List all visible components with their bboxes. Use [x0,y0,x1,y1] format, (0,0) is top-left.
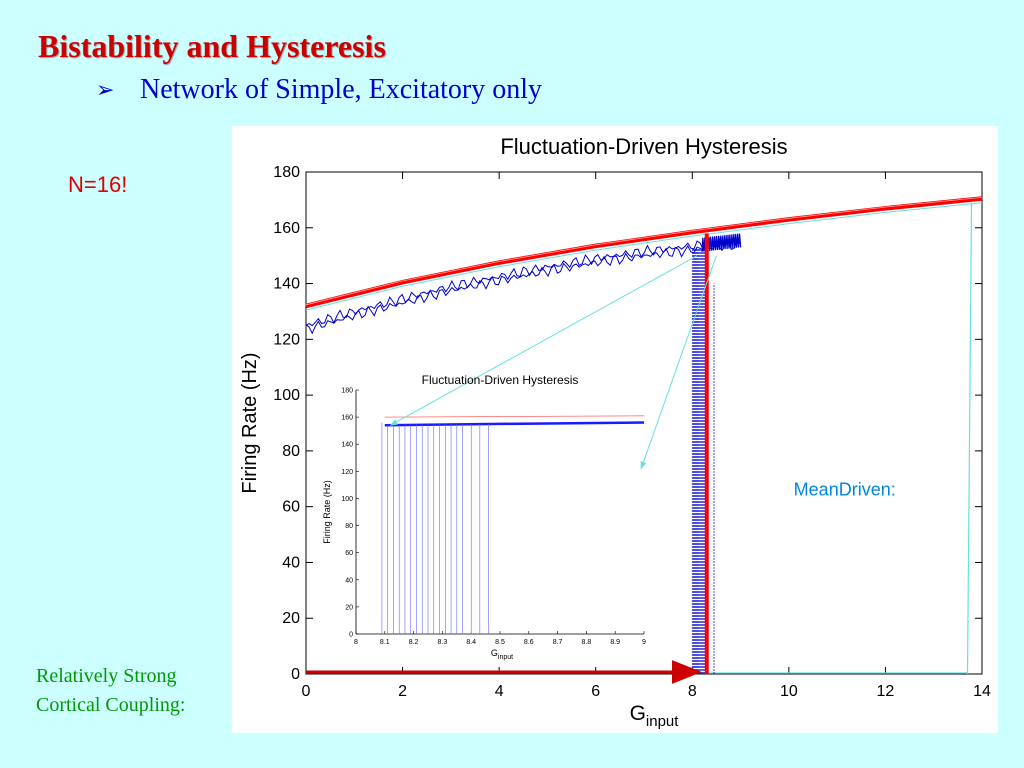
inset-x-tick-label: 8.2 [409,639,419,646]
main-marks [305,196,983,684]
x-axis-label-main: G [630,702,646,725]
inset-upper-branch [384,421,645,427]
y-tick-label: 40 [282,554,300,571]
arrow-bullet-icon: ➢ [96,78,115,103]
cyan-jump-line [966,202,973,675]
mean-driven-highlight [305,197,983,306]
x-tick-label: 2 [398,683,407,700]
y-tick-label: 60 [282,499,300,516]
mean-driven-upper-branch [305,196,983,309]
inset-x-tick-label: 8.5 [495,639,505,646]
y-tick-label: 120 [273,331,300,348]
mean-driven-annotation: MeanDriven: [794,480,896,500]
y-tick-label: 20 [282,610,300,627]
x-tick-label: 14 [973,683,991,700]
inset-x-tick-label: 8.6 [524,639,534,646]
y-tick-label: 80 [282,443,300,460]
inset-y-tick-label: 120 [341,469,353,476]
y-axis-label: Firing Rate (Hz) [239,352,261,493]
inset-chart: 8 8.1 8.2 8.3 8.4 8.5 8.6 8.7 8.8 8.9 9 0 20 40 60 80 10… [316,366,660,666]
inset-x-tick-label: 8.1 [380,639,390,646]
x-tick-label: 12 [877,683,895,700]
x-tick-label: 10 [780,683,798,700]
x-tick-label: 8 [688,683,697,700]
fluctuation-trace [305,237,741,327]
connector-right [640,255,717,470]
x-tick-label: 6 [591,683,600,700]
inset-x-tick-label: 8.9 [610,639,620,646]
slide-title: Bistability and Hysteresis [38,28,386,64]
chart-title: Fluctuation-Driven Hysteresis [500,134,787,159]
inset-x-axis-label-subscript: input [498,654,513,661]
connector-left [389,255,698,426]
inset-y-tick-label: 140 [341,442,353,449]
inset-y-tick-label: 60 [345,550,353,557]
coupling-label-line2: Cortical Coupling: [36,694,186,716]
inset-y-tick-label: 40 [345,577,353,584]
y-tick-label: 100 [273,387,300,404]
fluctuation-trace [305,238,742,335]
x-axis-label: Ginput [630,702,680,730]
inset-x-tick-label: 8.4 [466,639,476,646]
inset-x-tick-label: 8.7 [553,639,563,646]
inset-x-tick-label: 8.3 [438,639,448,646]
inset-red-reference [384,415,645,418]
x-tick-label: 4 [495,683,504,700]
inset-connectors [389,255,717,470]
inset-axes: 8 8.1 8.2 8.3 8.4 8.5 8.6 8.7 8.8 8.9 9 0 20 40 60 80 10… [341,388,646,647]
hysteresis-figure: 0 2 4 6 8 10 12 14 0 20 40 60 80 100 120 140 160 180 8 8.1… [232,126,998,733]
inset-x-axis-label: Ginput [491,648,513,661]
y-tick-label: 0 [291,666,300,683]
coupling-label-line1: Relatively Strong [36,665,177,687]
inset-background [316,366,660,666]
inset-x-axis-label-main: G [491,648,498,658]
plot-frame [305,171,983,675]
inset-y-tick-label: 100 [341,496,353,503]
inset-marks [381,415,645,634]
y-tick-label: 180 [273,164,300,181]
network-size-label: N=16! [68,172,128,197]
x-axis-label-subscript: input [646,713,679,730]
inset-y-tick-label: 80 [345,523,353,530]
inset-x-tick-label: 8 [354,639,358,646]
x-tick-label: 0 [302,683,311,700]
inset-y-tick-label: 160 [341,415,353,422]
inset-x-tick-label: 8.8 [582,639,592,646]
inset-title: Fluctuation-Driven Hysteresis [422,373,579,387]
inset-x-tick-label: 9 [642,639,646,646]
y-tick-label: 140 [273,276,300,293]
inset-y-tick-label: 180 [341,388,353,395]
y-tick-label: 160 [273,220,300,237]
inset-y-tick-label: 0 [349,632,353,639]
mean-driven-cyan-line [305,202,983,311]
inset-y-axis-label: Firing Rate (Hz) [322,480,332,544]
bullet-text: Network of Simple, Excitatory only [140,74,543,105]
inset-y-tick-label: 20 [345,604,353,611]
coupling-label: Relatively Strong Cortical Coupling: [36,662,185,720]
